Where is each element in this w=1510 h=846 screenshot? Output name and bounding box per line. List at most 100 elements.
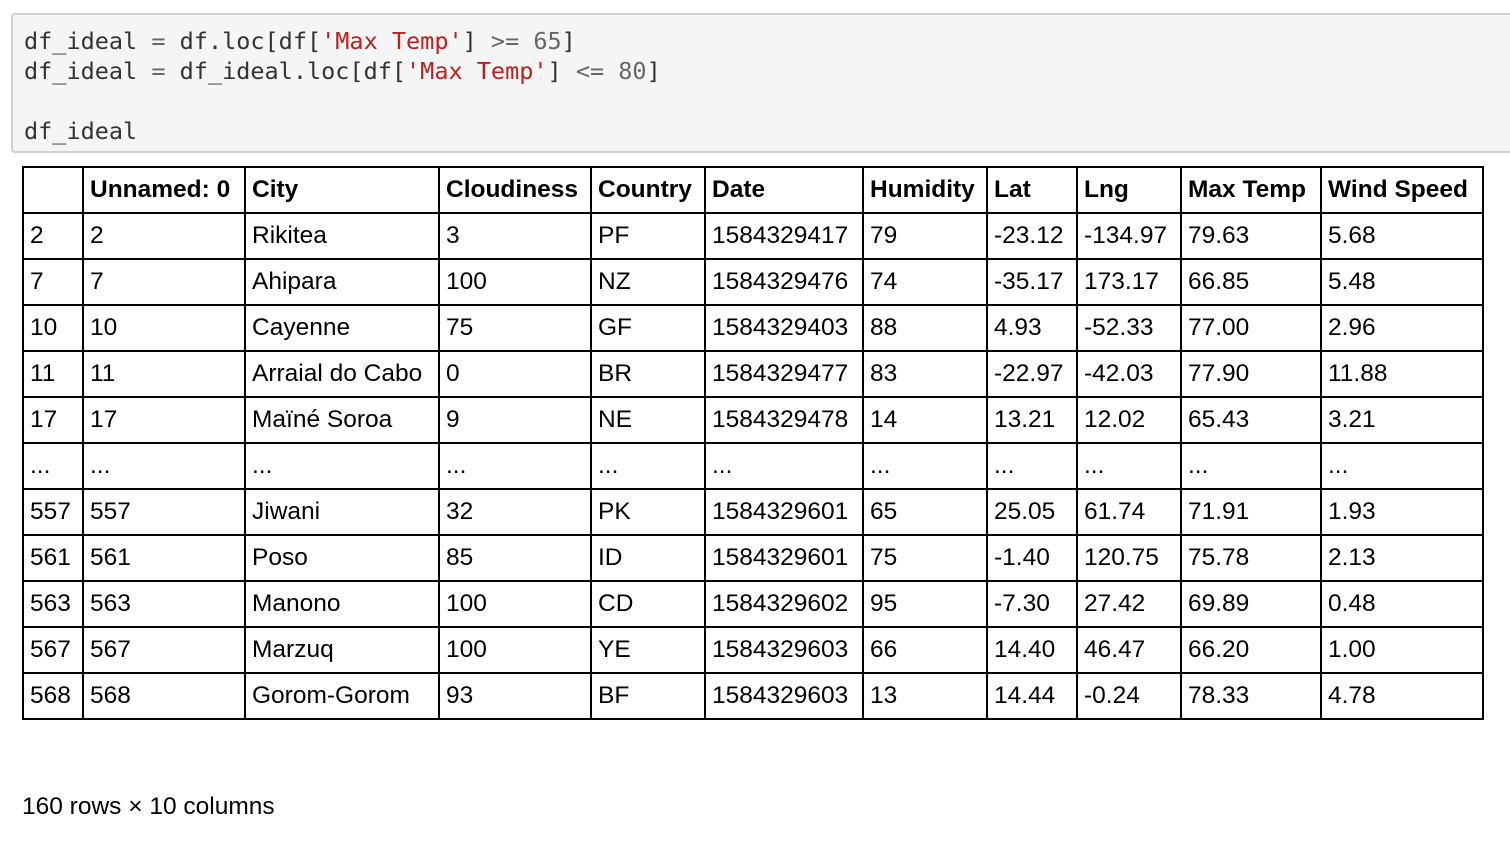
table-cell: Cayenne bbox=[244, 304, 440, 352]
table-cell: 1584329603 bbox=[704, 672, 864, 720]
table-cell: 65 bbox=[862, 488, 988, 536]
column-header: Humidity bbox=[862, 166, 988, 214]
table-cell: ... bbox=[1320, 442, 1484, 490]
code-token-op: >= bbox=[490, 27, 520, 55]
table-cell: 1584329478 bbox=[704, 396, 864, 444]
table-cell: BF bbox=[590, 672, 706, 720]
code-token-op: <= bbox=[575, 57, 605, 85]
column-header: Unnamed: 0 bbox=[82, 166, 246, 214]
table-cell: NZ bbox=[590, 258, 706, 306]
table-cell: 4.93 bbox=[986, 304, 1078, 352]
table-cell: -23.12 bbox=[986, 212, 1078, 260]
table-cell: Ahipara bbox=[244, 258, 440, 306]
code-line: df_ideal = df_ideal.loc[df['Max Temp'] <… bbox=[24, 56, 661, 86]
table-cell: 75 bbox=[438, 304, 592, 352]
table-cell: 77.90 bbox=[1180, 350, 1322, 398]
table-cell: ID bbox=[590, 534, 706, 582]
table-row: 17 17 Maïné Soroa 9 NE 1584329478 14 13.21 12.02… bbox=[22, 396, 1484, 444]
table-cell: -0.24 bbox=[1076, 672, 1182, 720]
table-cell: 14.44 bbox=[986, 672, 1078, 720]
table-cell: 61.74 bbox=[1076, 488, 1182, 536]
table-cell: 563 bbox=[82, 580, 246, 628]
table-cell: PK bbox=[590, 488, 706, 536]
table-cell: Gorom-Gorom bbox=[244, 672, 440, 720]
row-index-cell: 557 bbox=[22, 488, 84, 536]
table-cell: ... bbox=[986, 442, 1078, 490]
table-cell: ... bbox=[438, 442, 592, 490]
table-cell: -134.97 bbox=[1076, 212, 1182, 260]
table-cell: ... bbox=[1180, 442, 1322, 490]
table-cell: 79 bbox=[862, 212, 988, 260]
code-token-plain: df_ideal bbox=[24, 117, 138, 145]
index-column-header bbox=[22, 166, 84, 214]
table-cell: 100 bbox=[438, 626, 592, 674]
table-cell: NE bbox=[590, 396, 706, 444]
table-cell: ... bbox=[590, 442, 706, 490]
table-cell: -52.33 bbox=[1076, 304, 1182, 352]
code-editor[interactable]: df_ideal = df.loc[df['Max Temp'] >= 65] d… bbox=[24, 26, 661, 146]
code-token-plain: ] bbox=[646, 57, 661, 85]
code-token-plain bbox=[604, 57, 618, 85]
dataframe-shape-label: 160 rows × 10 columns bbox=[22, 793, 275, 820]
table-row: 561 561 Poso 85 ID 1584329601 75 -1.40 120.75 75.… bbox=[22, 534, 1484, 582]
table-cell: 173.17 bbox=[1076, 258, 1182, 306]
table-row: 11 11 Arraial do Cabo 0 BR 1584329477 83 -22.97… bbox=[22, 350, 1484, 398]
table-cell: 1.93 bbox=[1320, 488, 1484, 536]
table-cell: 7 bbox=[82, 258, 246, 306]
code-token-plain bbox=[519, 27, 533, 55]
table-header-row: Unnamed: 0 City Cloudiness Country Date Humid… bbox=[22, 166, 1484, 214]
row-index-cell: 563 bbox=[22, 580, 84, 628]
table-cell: ... bbox=[704, 442, 864, 490]
table-cell: 93 bbox=[438, 672, 592, 720]
row-index-cell: 17 bbox=[22, 396, 84, 444]
code-line: df_ideal = df.loc[df['Max Temp'] >= 65] bbox=[24, 26, 661, 56]
table-cell: 1584329602 bbox=[704, 580, 864, 628]
table-row: 557 557 Jiwani 32 PK 1584329601 65 25.05 61.74 71… bbox=[22, 488, 1484, 536]
table-cell: 100 bbox=[438, 258, 592, 306]
table-cell: Maïné Soroa bbox=[244, 396, 440, 444]
code-token-num: 65 bbox=[533, 27, 562, 55]
table-cell: 25.05 bbox=[986, 488, 1078, 536]
table-cell: 14 bbox=[862, 396, 988, 444]
column-header: Max Temp bbox=[1180, 166, 1322, 214]
table-cell: Jiwani bbox=[244, 488, 440, 536]
table-cell: 120.75 bbox=[1076, 534, 1182, 582]
table-cell: 11 bbox=[82, 350, 246, 398]
table-row: 10 10 Cayenne 75 GF 1584329403 88 4.93 -52.33 77.… bbox=[22, 304, 1484, 352]
table-cell: 65.43 bbox=[1180, 396, 1322, 444]
code-token-plain: ] bbox=[547, 57, 576, 85]
table-cell: 75.78 bbox=[1180, 534, 1322, 582]
table-cell: 71.91 bbox=[1180, 488, 1322, 536]
column-header: Lng bbox=[1076, 166, 1182, 214]
code-line: df_ideal bbox=[24, 116, 661, 146]
table-cell: 9 bbox=[438, 396, 592, 444]
table-row: 568 568 Gorom-Gorom 93 BF 1584329603 13 14.44 -0… bbox=[22, 672, 1484, 720]
code-token-plain: df.loc[df[ bbox=[165, 27, 322, 55]
row-index-cell: 7 bbox=[22, 258, 84, 306]
table-cell: 69.89 bbox=[1180, 580, 1322, 628]
code-cell[interactable]: df_ideal = df.loc[df['Max Temp'] >= 65] d… bbox=[11, 13, 1510, 153]
table-cell: PF bbox=[590, 212, 706, 260]
column-header: Lat bbox=[986, 166, 1078, 214]
table-cell: CD bbox=[590, 580, 706, 628]
table-cell: 17 bbox=[82, 396, 246, 444]
table-cell: 66 bbox=[862, 626, 988, 674]
code-token-str: 'Max Temp' bbox=[406, 57, 548, 85]
table-cell: Rikitea bbox=[244, 212, 440, 260]
table-cell: 1584329603 bbox=[704, 626, 864, 674]
table-cell: ... bbox=[1076, 442, 1182, 490]
table-cell: 10 bbox=[82, 304, 246, 352]
code-token-plain: df_ideal bbox=[24, 57, 152, 85]
code-token-op: = bbox=[151, 27, 166, 55]
column-header: City bbox=[244, 166, 440, 214]
table-cell: 5.48 bbox=[1320, 258, 1484, 306]
table-cell: 2.13 bbox=[1320, 534, 1484, 582]
column-header: Cloudiness bbox=[438, 166, 592, 214]
table-cell: 3 bbox=[438, 212, 592, 260]
table-cell: 12.02 bbox=[1076, 396, 1182, 444]
table-cell: 11.88 bbox=[1320, 350, 1484, 398]
table-cell: 1584329403 bbox=[704, 304, 864, 352]
table-cell: 78.33 bbox=[1180, 672, 1322, 720]
table-cell: 95 bbox=[862, 580, 988, 628]
table-cell: ... bbox=[244, 442, 440, 490]
